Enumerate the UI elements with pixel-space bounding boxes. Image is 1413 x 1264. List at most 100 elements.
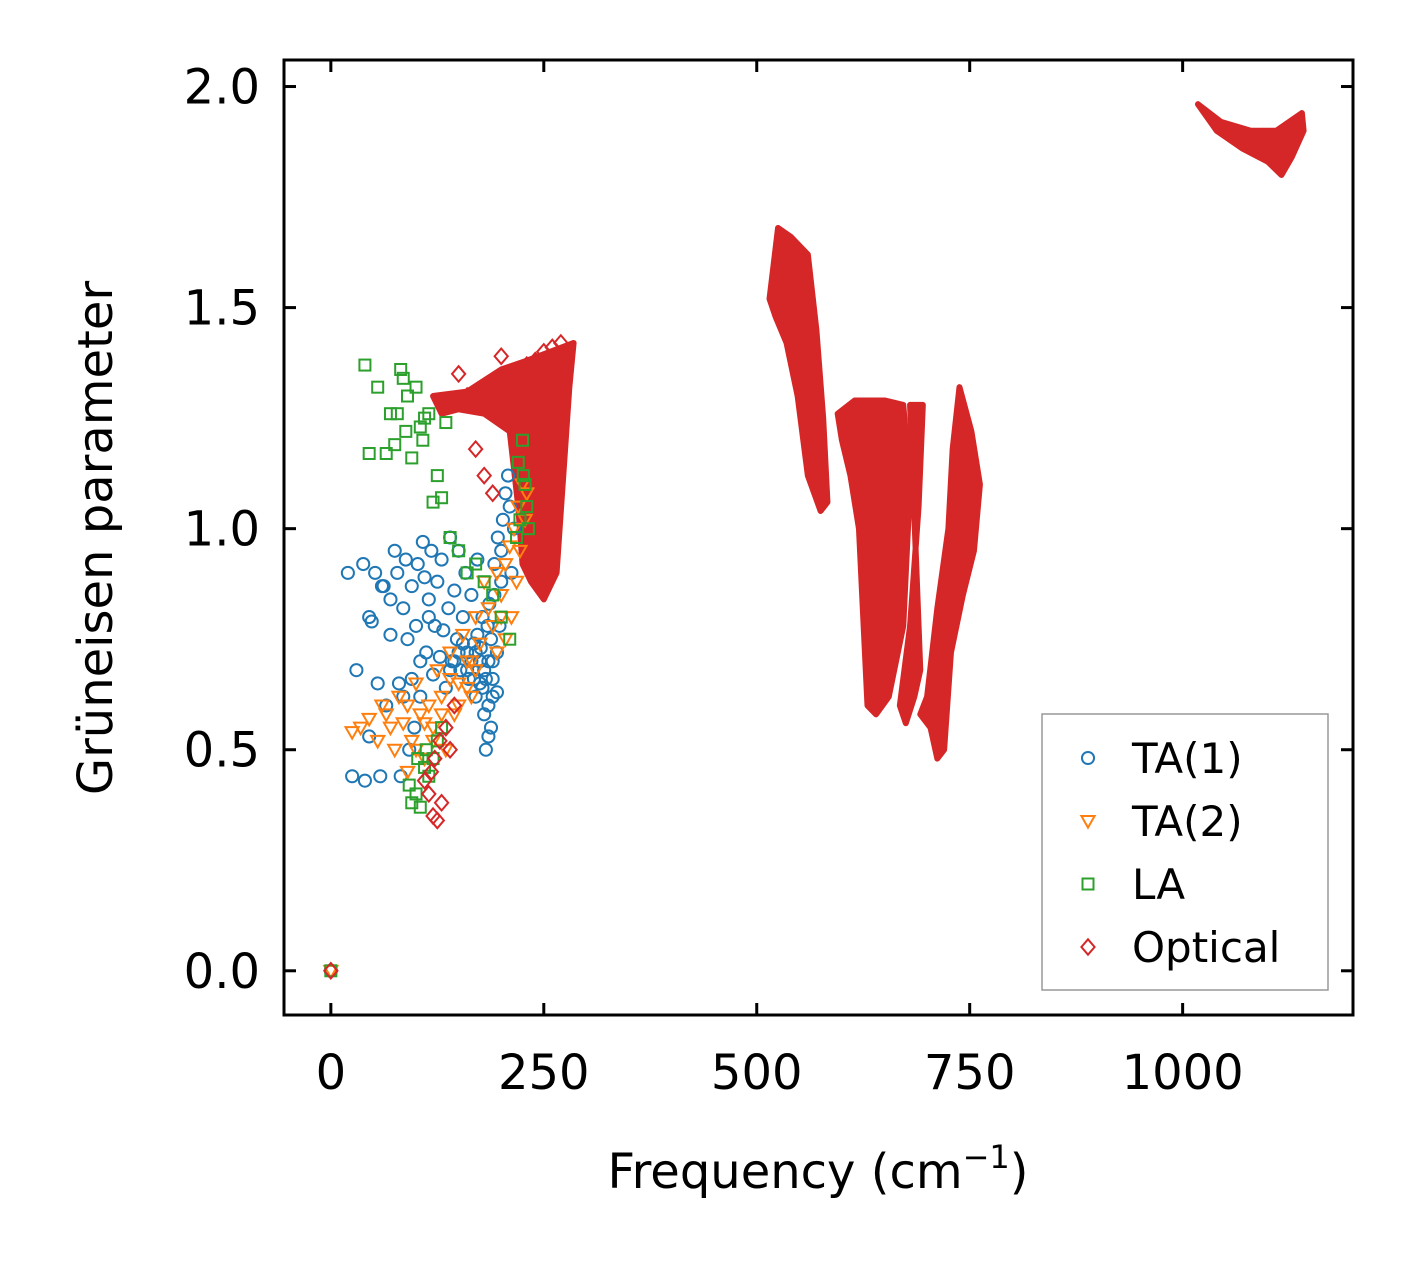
- ta-2-point: [467, 664, 484, 679]
- la-point: [418, 411, 432, 425]
- optical-region-3: [834, 397, 914, 718]
- la-point: [411, 752, 425, 766]
- ta-2-point: [471, 637, 489, 653]
- legend-label-ta-1: TA(1): [1131, 734, 1243, 783]
- ta-1-point: [421, 592, 436, 607]
- ta-1-point: [480, 618, 495, 633]
- la-point: [513, 513, 527, 527]
- legend-marker-optical: [1080, 937, 1096, 957]
- ta-1-point: [398, 552, 413, 567]
- ta-2-point: [497, 558, 514, 573]
- y-axis-title: Grüneisen parameter: [68, 281, 124, 796]
- ta-1-point: [468, 689, 483, 704]
- la-point: [443, 531, 457, 544]
- x-axis-title: Frequency (cm−1): [607, 1138, 1028, 1200]
- la-point: [516, 433, 530, 447]
- ta-1-point: [373, 769, 388, 784]
- ta-2-point: [428, 664, 446, 679]
- la-point: [401, 389, 415, 403]
- la-point: [413, 800, 427, 814]
- ta-1-point: [502, 499, 517, 514]
- la-point: [435, 491, 449, 505]
- la-point: [426, 495, 440, 509]
- x-axis-title-superscript: −1: [963, 1138, 1010, 1176]
- ta-1-point: [364, 614, 379, 629]
- la-point: [390, 407, 404, 421]
- ta-1-point: [400, 632, 415, 647]
- ta-1-point: [487, 556, 502, 572]
- la-point: [371, 380, 385, 394]
- optical-point: [429, 811, 446, 830]
- ta-2-point: [488, 566, 506, 582]
- x-tick-label: 500: [711, 1045, 803, 1101]
- optical-regions: [430, 101, 1307, 762]
- ta-1-point: [434, 552, 449, 567]
- optical-point: [420, 784, 437, 804]
- ta-1-point: [391, 676, 407, 691]
- ta-2-point: [373, 699, 391, 715]
- la-point: [469, 557, 483, 571]
- ta-1-point: [356, 556, 371, 572]
- optical-point: [484, 484, 501, 503]
- ta-1-point: [441, 601, 456, 616]
- ta-1-point: [383, 627, 398, 642]
- ta-1-point: [443, 530, 458, 545]
- la-point: [452, 544, 466, 558]
- ta-2-point: [518, 487, 536, 502]
- optical-point: [467, 439, 484, 459]
- ta-1-point: [483, 720, 499, 735]
- la-point: [520, 500, 534, 514]
- y-tick-label: 1.0: [184, 502, 260, 558]
- ta-1-point: [451, 543, 466, 558]
- legend-frame: [1041, 713, 1329, 991]
- ta-2-point: [488, 646, 506, 662]
- la-point: [405, 796, 419, 810]
- ta-2-point: [454, 628, 472, 644]
- ta-1-point: [485, 671, 500, 687]
- ta-2-point: [511, 544, 529, 560]
- optical-region-1: [430, 339, 577, 603]
- la-point: [399, 424, 413, 438]
- optical-point: [431, 731, 448, 751]
- la-point: [405, 451, 419, 465]
- ta-2-point: [446, 708, 463, 723]
- ta-1-point: [489, 685, 504, 700]
- ta-1-point: [485, 689, 500, 704]
- ta-1-point: [481, 654, 496, 669]
- optical-point: [322, 961, 339, 981]
- la-point: [396, 371, 410, 385]
- x-tick-label: 750: [924, 1045, 1016, 1101]
- optical-point: [476, 466, 493, 485]
- la-point: [439, 416, 453, 430]
- ta-1-point: [495, 512, 510, 527]
- la-point: [430, 469, 444, 483]
- optical-region-5: [917, 384, 983, 762]
- optical-point: [437, 718, 454, 737]
- ta-2-point: [480, 602, 497, 617]
- ta-1-point: [383, 592, 398, 607]
- optical-point: [493, 346, 510, 366]
- ta-1-point: [432, 649, 447, 664]
- ta-1-point: [447, 583, 462, 598]
- la-point: [388, 438, 402, 452]
- ta-1-point: [419, 645, 434, 660]
- ta-1-point: [357, 773, 372, 788]
- ta-2-point: [360, 712, 378, 728]
- la-point: [402, 778, 416, 792]
- x-tick-label: 0: [316, 1045, 347, 1101]
- ta-1-point: [379, 698, 394, 713]
- x-tick-label: 1000: [1122, 1045, 1244, 1101]
- ta-1-point: [368, 565, 383, 580]
- ta-1-point: [408, 618, 424, 633]
- ta-1-point: [387, 543, 402, 558]
- optical-region-2: [766, 225, 831, 514]
- ta-2-point: [420, 699, 438, 715]
- ta-1-point: [410, 556, 425, 572]
- la-point: [477, 575, 491, 589]
- ta-2-point: [416, 717, 433, 732]
- legend-marker-la: [1081, 877, 1095, 891]
- ta-1-point: [396, 601, 411, 616]
- ta-2-point: [441, 646, 459, 662]
- legend-marker-ta-1: [1080, 750, 1096, 766]
- ta-2-point: [433, 690, 450, 706]
